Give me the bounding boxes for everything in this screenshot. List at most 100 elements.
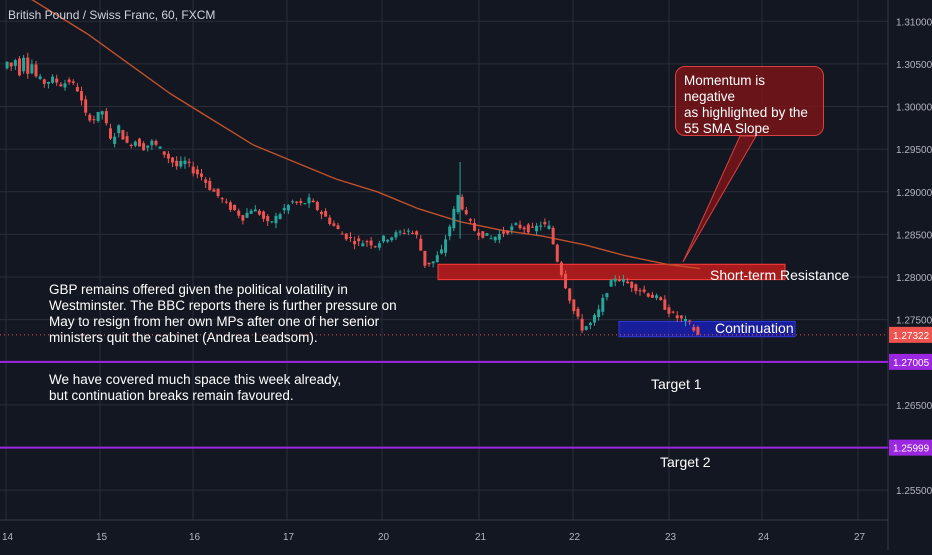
candle-body	[204, 179, 208, 183]
candle-body	[386, 239, 390, 242]
candle-body	[626, 281, 630, 284]
candle-body	[117, 125, 121, 134]
candle-body	[179, 160, 183, 167]
candle-body	[34, 64, 38, 77]
y-tick-label: 1.29000	[896, 188, 932, 199]
candle-body	[208, 180, 212, 190]
candle-body	[634, 284, 638, 292]
x-tick-label: 16	[189, 532, 201, 543]
candle-body	[286, 204, 290, 211]
candle-body	[493, 236, 497, 241]
candle-body	[514, 223, 518, 225]
y-tick-label: 1.30000	[896, 103, 932, 114]
candle-body	[564, 273, 568, 289]
candle-body	[216, 188, 220, 196]
candle-body	[121, 130, 125, 140]
candle-body	[88, 114, 92, 121]
candle-body	[646, 293, 650, 297]
candle-body	[365, 241, 369, 243]
candle-body	[522, 227, 526, 230]
candle-body	[150, 140, 154, 146]
resistance-label: Short-term Resistance	[710, 267, 850, 283]
candle-body	[402, 232, 406, 234]
candle-body	[539, 225, 543, 227]
y-tick-label: 1.27500	[896, 316, 932, 327]
x-tick-label: 24	[758, 532, 770, 543]
candle-body	[348, 237, 352, 239]
candle-body	[63, 83, 67, 88]
x-tick-label: 14	[2, 532, 14, 543]
candle-body	[642, 289, 646, 292]
candle-body	[410, 232, 414, 234]
candle-body	[262, 211, 266, 219]
candle-body	[551, 227, 555, 245]
candle-body	[146, 145, 150, 148]
commentary-paragraph-1: GBP remains offered given the political …	[49, 282, 397, 345]
candle-body	[460, 196, 464, 210]
x-tick-label: 23	[665, 532, 677, 543]
candle-body	[154, 140, 158, 145]
candle-body	[307, 197, 311, 204]
candle-body	[30, 64, 34, 74]
candle-body	[332, 223, 336, 226]
candle-body	[361, 243, 365, 247]
candle-body	[233, 204, 237, 211]
candle-body	[510, 226, 514, 231]
candle-body	[497, 233, 501, 240]
candle-body	[282, 208, 286, 211]
candle-body	[684, 318, 688, 322]
candle-body	[605, 293, 609, 298]
candle-body	[667, 307, 671, 314]
candle-body	[419, 238, 423, 251]
candle-body	[55, 78, 59, 83]
continuation-label: Continuation	[715, 320, 794, 336]
candle-body	[191, 166, 195, 174]
y-tick-label: 1.28000	[896, 273, 932, 284]
candle-body	[369, 240, 373, 246]
x-tick-label: 17	[283, 532, 295, 543]
candle-body	[659, 297, 663, 301]
candle-body	[166, 153, 170, 159]
candle-body	[394, 232, 398, 238]
zone-continuation	[618, 320, 796, 338]
candle-body	[228, 202, 232, 210]
candle-body	[195, 169, 199, 175]
x-tick-label: 22	[569, 532, 581, 543]
candle-body	[679, 315, 683, 319]
candle-body	[572, 299, 576, 312]
candle-body	[671, 311, 675, 313]
candle-body	[84, 99, 88, 113]
candle-body	[555, 244, 559, 262]
current-price-label: 1.27322	[893, 331, 930, 342]
candle-body	[96, 111, 100, 121]
commentary-paragraph-2: We have covered much space this week alr…	[49, 372, 342, 403]
candle-body	[17, 58, 21, 76]
candle-body	[71, 81, 75, 83]
callout-text: Momentum is negative as highlighted by t…	[684, 73, 808, 136]
candle-body	[253, 209, 257, 212]
candle-body	[278, 214, 282, 219]
candle-body	[129, 144, 133, 146]
candle-body	[249, 210, 253, 214]
candle-body	[423, 250, 427, 266]
candle-body	[113, 136, 117, 144]
x-tick-label: 20	[378, 532, 390, 543]
candle-body	[183, 160, 187, 165]
x-tick-label: 27	[854, 532, 866, 543]
candle-body	[427, 262, 431, 265]
target-price-label-2: 1.25999	[893, 444, 930, 455]
momentum-callout[interactable]: Momentum is negative as highlighted by t…	[675, 66, 824, 136]
candle-body	[171, 157, 175, 163]
candle-body	[220, 198, 224, 200]
candle-body	[324, 210, 328, 217]
candle-body	[266, 216, 270, 222]
chart-title: British Pound / Swiss Franc, 60, FXCM	[8, 8, 216, 22]
candle-body	[133, 141, 137, 146]
candle-body	[688, 320, 692, 322]
candle-body	[588, 322, 592, 326]
candle-body	[489, 238, 493, 240]
candle-body	[415, 231, 419, 235]
candle-body	[175, 160, 179, 167]
candle-body	[477, 232, 481, 236]
candle-body	[319, 211, 323, 215]
